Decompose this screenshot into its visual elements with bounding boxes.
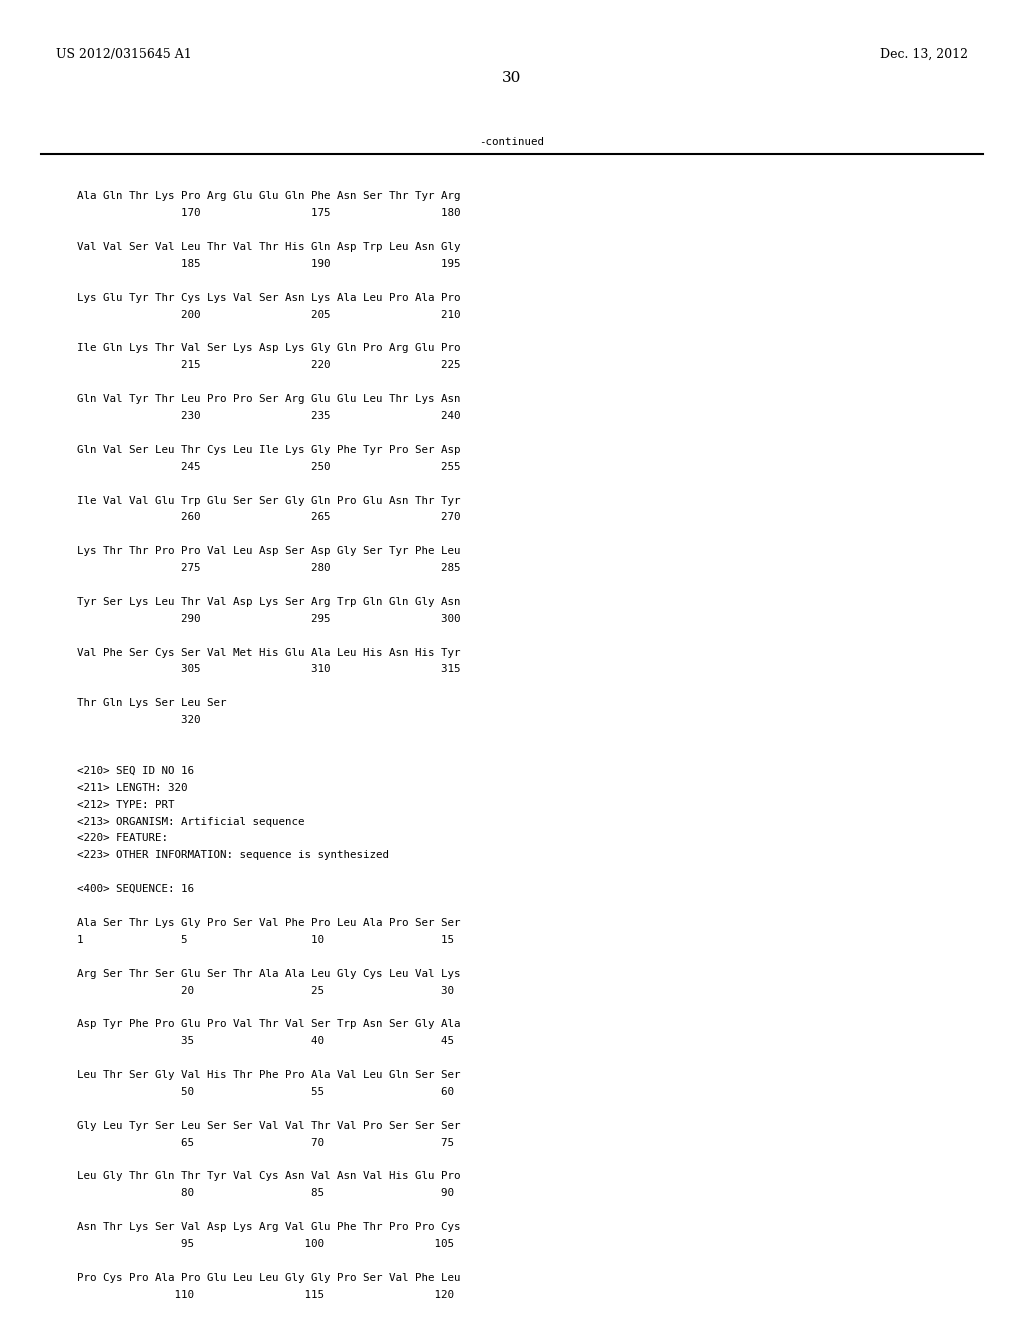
Text: Gln Val Ser Leu Thr Cys Leu Ile Lys Gly Phe Tyr Pro Ser Asp: Gln Val Ser Leu Thr Cys Leu Ile Lys Gly … xyxy=(77,445,461,455)
Text: Dec. 13, 2012: Dec. 13, 2012 xyxy=(880,48,968,61)
Text: Gln Val Tyr Thr Leu Pro Pro Ser Arg Glu Glu Leu Thr Lys Asn: Gln Val Tyr Thr Leu Pro Pro Ser Arg Glu … xyxy=(77,395,461,404)
Text: 275                 280                 285: 275 280 285 xyxy=(77,564,461,573)
Text: 65                  70                  75: 65 70 75 xyxy=(77,1138,454,1147)
Text: 110                 115                 120: 110 115 120 xyxy=(77,1290,454,1300)
Text: Ile Gln Lys Thr Val Ser Lys Asp Lys Gly Gln Pro Arg Glu Pro: Ile Gln Lys Thr Val Ser Lys Asp Lys Gly … xyxy=(77,343,461,354)
Text: 200                 205                 210: 200 205 210 xyxy=(77,310,461,319)
Text: <220> FEATURE:: <220> FEATURE: xyxy=(77,833,168,843)
Text: 305                 310                 315: 305 310 315 xyxy=(77,664,461,675)
Text: <223> OTHER INFORMATION: sequence is synthesized: <223> OTHER INFORMATION: sequence is syn… xyxy=(77,850,389,861)
Text: <400> SEQUENCE: 16: <400> SEQUENCE: 16 xyxy=(77,884,194,894)
Text: US 2012/0315645 A1: US 2012/0315645 A1 xyxy=(56,48,193,61)
Text: Val Phe Ser Cys Ser Val Met His Glu Ala Leu His Asn His Tyr: Val Phe Ser Cys Ser Val Met His Glu Ala … xyxy=(77,648,461,657)
Text: Lys Thr Thr Pro Pro Val Leu Asp Ser Asp Gly Ser Tyr Phe Leu: Lys Thr Thr Pro Pro Val Leu Asp Ser Asp … xyxy=(77,546,461,556)
Text: 230                 235                 240: 230 235 240 xyxy=(77,411,461,421)
Text: Asn Thr Lys Ser Val Asp Lys Arg Val Glu Phe Thr Pro Pro Cys: Asn Thr Lys Ser Val Asp Lys Arg Val Glu … xyxy=(77,1222,461,1232)
Text: Arg Ser Thr Ser Glu Ser Thr Ala Ala Leu Gly Cys Leu Val Lys: Arg Ser Thr Ser Glu Ser Thr Ala Ala Leu … xyxy=(77,969,461,978)
Text: 260                 265                 270: 260 265 270 xyxy=(77,512,461,523)
Text: -continued: -continued xyxy=(479,137,545,148)
Text: Asp Tyr Phe Pro Glu Pro Val Thr Val Ser Trp Asn Ser Gly Ala: Asp Tyr Phe Pro Glu Pro Val Thr Val Ser … xyxy=(77,1019,461,1030)
Text: Ala Ser Thr Lys Gly Pro Ser Val Phe Pro Leu Ala Pro Ser Ser: Ala Ser Thr Lys Gly Pro Ser Val Phe Pro … xyxy=(77,917,461,928)
Text: <212> TYPE: PRT: <212> TYPE: PRT xyxy=(77,800,174,809)
Text: 95                 100                 105: 95 100 105 xyxy=(77,1239,454,1249)
Text: <213> ORGANISM: Artificial sequence: <213> ORGANISM: Artificial sequence xyxy=(77,817,304,826)
Text: Leu Thr Ser Gly Val His Thr Phe Pro Ala Val Leu Gln Ser Ser: Leu Thr Ser Gly Val His Thr Phe Pro Ala … xyxy=(77,1071,461,1080)
Text: <211> LENGTH: 320: <211> LENGTH: 320 xyxy=(77,783,187,793)
Text: Val Val Ser Val Leu Thr Val Thr His Gln Asp Trp Leu Asn Gly: Val Val Ser Val Leu Thr Val Thr His Gln … xyxy=(77,242,461,252)
Text: Ile Val Val Glu Trp Glu Ser Ser Gly Gln Pro Glu Asn Thr Tyr: Ile Val Val Glu Trp Glu Ser Ser Gly Gln … xyxy=(77,495,461,506)
Text: Thr Gln Lys Ser Leu Ser: Thr Gln Lys Ser Leu Ser xyxy=(77,698,226,709)
Text: 30: 30 xyxy=(503,71,521,86)
Text: 245                 250                 255: 245 250 255 xyxy=(77,462,461,471)
Text: 215                 220                 225: 215 220 225 xyxy=(77,360,461,371)
Text: Tyr Ser Lys Leu Thr Val Asp Lys Ser Arg Trp Gln Gln Gly Asn: Tyr Ser Lys Leu Thr Val Asp Lys Ser Arg … xyxy=(77,597,461,607)
Text: 185                 190                 195: 185 190 195 xyxy=(77,259,461,269)
Text: 80                  85                  90: 80 85 90 xyxy=(77,1188,454,1199)
Text: 35                  40                  45: 35 40 45 xyxy=(77,1036,454,1047)
Text: Leu Gly Thr Gln Thr Tyr Val Cys Asn Val Asn Val His Glu Pro: Leu Gly Thr Gln Thr Tyr Val Cys Asn Val … xyxy=(77,1171,461,1181)
Text: 50                  55                  60: 50 55 60 xyxy=(77,1086,454,1097)
Text: <210> SEQ ID NO 16: <210> SEQ ID NO 16 xyxy=(77,766,194,776)
Text: 20                  25                  30: 20 25 30 xyxy=(77,986,454,995)
Text: Gly Leu Tyr Ser Leu Ser Ser Val Val Thr Val Pro Ser Ser Ser: Gly Leu Tyr Ser Leu Ser Ser Val Val Thr … xyxy=(77,1121,461,1131)
Text: Pro Cys Pro Ala Pro Glu Leu Leu Gly Gly Pro Ser Val Phe Leu: Pro Cys Pro Ala Pro Glu Leu Leu Gly Gly … xyxy=(77,1272,461,1283)
Text: 1               5                   10                  15: 1 5 10 15 xyxy=(77,935,454,945)
Text: 290                 295                 300: 290 295 300 xyxy=(77,614,461,624)
Text: 170                 175                 180: 170 175 180 xyxy=(77,209,461,218)
Text: Lys Glu Tyr Thr Cys Lys Val Ser Asn Lys Ala Leu Pro Ala Pro: Lys Glu Tyr Thr Cys Lys Val Ser Asn Lys … xyxy=(77,293,461,302)
Text: 320: 320 xyxy=(77,715,201,725)
Text: Ala Gln Thr Lys Pro Arg Glu Glu Gln Phe Asn Ser Thr Tyr Arg: Ala Gln Thr Lys Pro Arg Glu Glu Gln Phe … xyxy=(77,191,461,202)
